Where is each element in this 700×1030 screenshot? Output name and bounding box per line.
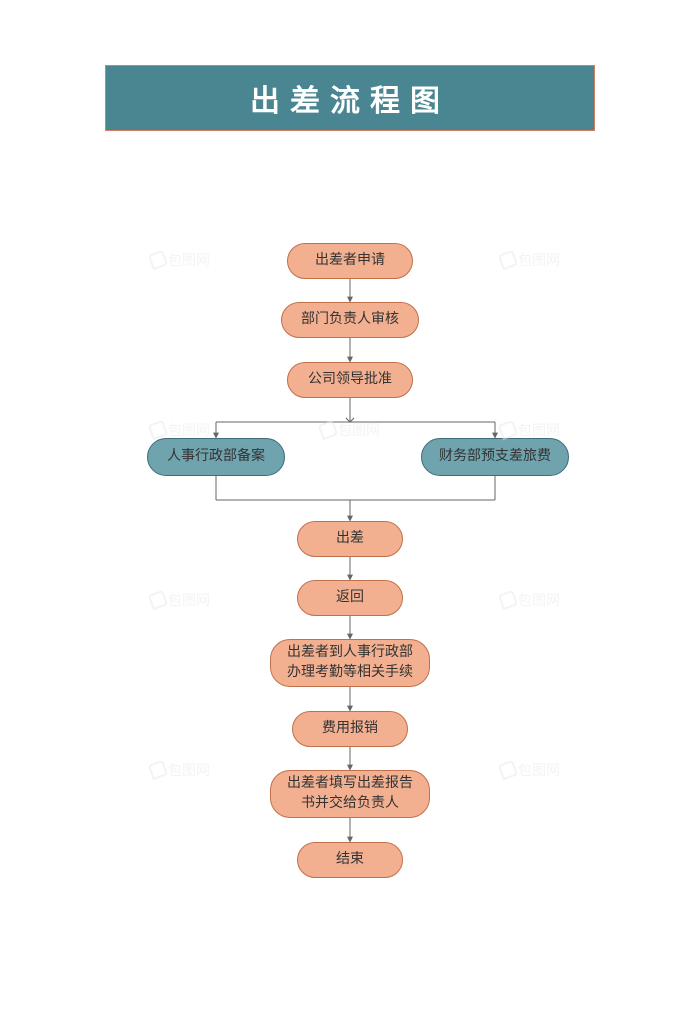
watermark: 包图网 [150,590,210,610]
flow-node-n1: 出差者申请 [287,243,413,279]
watermark-text: 包图网 [168,590,210,610]
watermark: 包图网 [500,250,560,270]
title-bar: 出差流程图 [105,65,595,131]
watermark-icon [498,760,519,781]
watermark-text: 包图网 [518,590,560,610]
flow-node-n6: 返回 [297,580,403,616]
watermark-icon [148,420,169,441]
watermark: 包图网 [500,420,560,440]
watermark: 包图网 [500,760,560,780]
watermark: 包图网 [320,420,380,440]
watermark: 包图网 [150,250,210,270]
watermark-icon [498,590,519,611]
watermark-icon [318,420,339,441]
flow-node-n4a: 人事行政部备案 [147,438,285,476]
watermark-icon [148,250,169,271]
flow-node-n8: 费用报销 [292,711,408,747]
watermark-text: 包图网 [168,760,210,780]
title-text: 出差流程图 [250,76,450,120]
watermark-text: 包图网 [518,760,560,780]
watermark: 包图网 [500,590,560,610]
watermark-text: 包图网 [338,420,380,440]
flow-node-n9: 出差者填写出差报告书并交给负责人 [270,770,430,818]
flow-node-n7: 出差者到人事行政部办理考勤等相关手续 [270,639,430,687]
flow-node-n3: 公司领导批准 [287,362,413,398]
flow-node-n2: 部门负责人审核 [281,302,419,338]
watermark-icon [498,420,519,441]
watermark-icon [148,760,169,781]
watermark: 包图网 [150,760,210,780]
watermark-icon [498,250,519,271]
watermark-text: 包图网 [168,420,210,440]
flow-node-n10: 结束 [297,842,403,878]
watermark: 包图网 [150,420,210,440]
watermark-text: 包图网 [168,250,210,270]
watermark-text: 包图网 [518,420,560,440]
flow-node-n4b: 财务部预支差旅费 [421,438,569,476]
watermark-icon [148,590,169,611]
watermark-text: 包图网 [518,250,560,270]
flow-node-n5: 出差 [297,521,403,557]
